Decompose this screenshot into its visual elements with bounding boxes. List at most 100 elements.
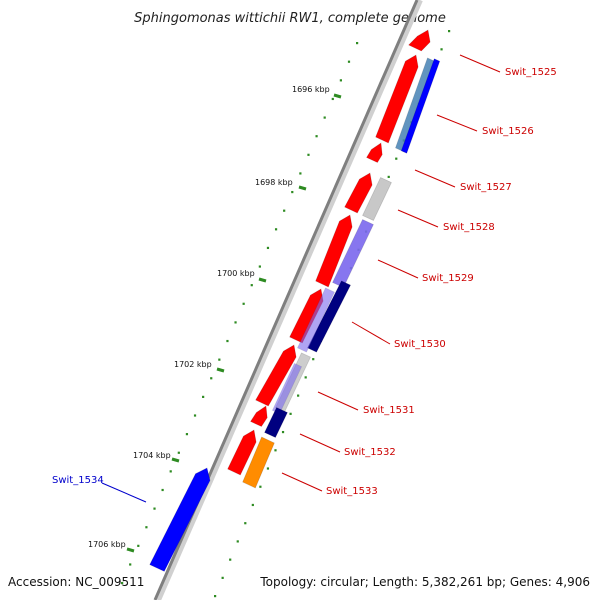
scale-dot: [221, 576, 224, 579]
scale-dot: [258, 265, 261, 268]
label-leader-line: [377, 259, 419, 279]
scale-dot: [251, 503, 254, 507]
label-leader-line: [101, 482, 147, 503]
scale-dot: [291, 190, 294, 194]
gene-label-swit-1533[interactable]: Swit_1533: [326, 486, 378, 497]
label-leader-line: [281, 472, 323, 492]
cds-forward-feature: [407, 29, 431, 52]
scale-dot: [234, 321, 237, 324]
scale-dot: [266, 246, 270, 250]
scale-dot: [307, 153, 310, 156]
label-leader-line: [351, 321, 391, 345]
kbp-tick-mark: [216, 367, 225, 373]
cds-forward-feature: [344, 172, 373, 214]
kbp-tick-label: 1704 kbp: [133, 451, 171, 460]
scale-dot: [214, 595, 217, 598]
map-title: Sphingomonas wittichii RW1, complete gen…: [134, 11, 446, 26]
gene-label-swit-1531[interactable]: Swit_1531: [363, 405, 415, 416]
label-leader-line: [414, 169, 456, 188]
label-leader-line: [436, 114, 478, 132]
gene-label-swit-1530[interactable]: Swit_1530: [394, 339, 446, 350]
scale-dot: [210, 377, 213, 380]
label-leader-line: [299, 433, 341, 453]
accession-text: Accession: NC_009511: [8, 575, 144, 589]
scale-dot: [274, 449, 277, 452]
cds-reverse-feature: [400, 58, 441, 154]
kbp-tick-mark: [126, 547, 135, 553]
navy-feature: [306, 280, 352, 353]
kbp-tick-label: 1700 kbp: [217, 269, 255, 278]
scale-dot: [121, 582, 124, 585]
gene-label-swit-1532[interactable]: Swit_1532: [344, 447, 396, 458]
scale-dot: [315, 135, 318, 138]
kbp-tick-label: 1698 kbp: [255, 178, 293, 187]
scale-dot: [242, 302, 245, 305]
gene-label-swit-1525[interactable]: Swit_1525: [505, 67, 557, 78]
gene-label-leaders: [101, 54, 501, 503]
scale-dot: [129, 563, 132, 566]
gene-label-swit-1526[interactable]: Swit_1526: [482, 126, 534, 137]
gene-labels: Swit_1525 Swit_1526 Swit_1527 Swit_1528 …: [52, 67, 557, 497]
feature-track: [149, 29, 441, 572]
scale-dot: [153, 507, 156, 510]
scale-dot: [229, 558, 232, 561]
kbp-tick-mark: [298, 185, 307, 191]
cds-forward-feature: [289, 288, 324, 344]
scale-dot: [259, 485, 262, 488]
scale-dot: [297, 394, 300, 397]
scale-dot: [339, 79, 342, 82]
scale-dot: [226, 339, 229, 343]
label-leader-line: [317, 391, 359, 411]
kbp-tick-label: 1706 kbp: [88, 540, 126, 549]
gray-feature: [362, 176, 392, 222]
navy-feature: [264, 406, 288, 439]
scale-dot: [236, 540, 239, 543]
scale-dot: [145, 526, 148, 529]
scale-dot: [448, 30, 451, 33]
gene-label-swit-1534[interactable]: Swit_1534: [52, 475, 104, 486]
scale-dot: [312, 358, 315, 361]
scale-dot: [218, 358, 221, 361]
cds-forward-feature: [365, 142, 383, 164]
scale-dot: [244, 522, 247, 525]
kbp-tick-label: 1702 kbp: [174, 360, 212, 369]
genome-backbone-shadow: [155, 0, 423, 600]
kbp-tick-mark: [171, 457, 180, 463]
scale-dot: [177, 451, 180, 454]
scale-dot: [331, 97, 334, 101]
scale-dot: [299, 172, 302, 175]
gene-label-swit-1528[interactable]: Swit_1528: [443, 222, 495, 233]
scale-dot: [323, 116, 326, 119]
scale-dot: [193, 414, 197, 417]
cds-forward-feature: [227, 429, 257, 476]
cds-forward-feature: [249, 405, 268, 428]
lilac-feature: [296, 287, 336, 353]
cds-forward-feature: [315, 214, 353, 288]
scale-dot: [289, 412, 292, 415]
label-leader-line: [459, 54, 501, 73]
scale-dot: [356, 42, 359, 45]
scale-dot: [202, 395, 205, 398]
scale-dots-left: [121, 42, 359, 585]
gene-label-swit-1529[interactable]: Swit_1529: [422, 273, 474, 284]
scale-dot: [283, 209, 286, 212]
cds-forward-feature: [375, 54, 419, 144]
scale-dot: [440, 48, 443, 51]
scale-dot: [169, 470, 172, 473]
kbp-tick-label: 1696 kbp: [292, 85, 330, 94]
scale-dot: [347, 60, 351, 63]
scale-dot: [266, 467, 270, 470]
scale-dot: [304, 376, 307, 379]
scale-dot: [250, 284, 253, 287]
topology-summary-text: Topology: circular; Length: 5,382,261 bp…: [259, 575, 590, 589]
scale-dot: [395, 157, 398, 160]
scale-dot: [185, 433, 189, 436]
scale-dot: [387, 175, 390, 179]
scale-dot: [274, 228, 278, 231]
cds-forward-feature: [255, 344, 297, 407]
gene-label-swit-1527[interactable]: Swit_1527: [460, 182, 512, 193]
kbp-tick-mark: [258, 277, 267, 283]
kbp-tick-mark: [333, 93, 342, 99]
